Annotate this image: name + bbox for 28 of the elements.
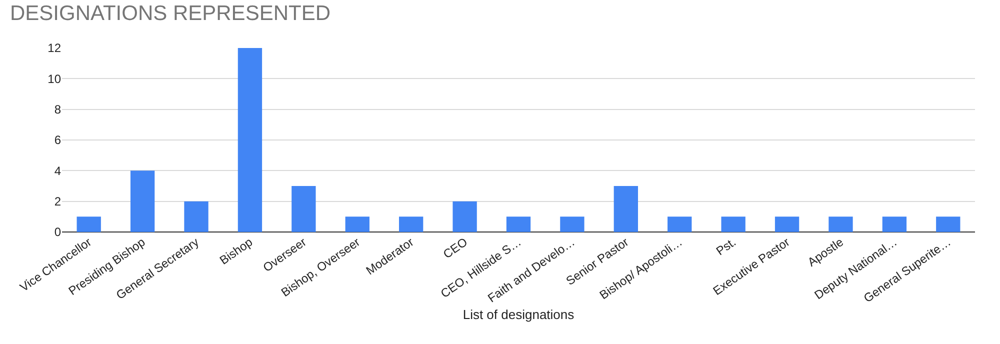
bar bbox=[936, 216, 960, 232]
bar bbox=[668, 216, 692, 232]
bar bbox=[882, 216, 907, 232]
y-tick-label: 12 bbox=[48, 41, 62, 56]
bar bbox=[76, 216, 101, 232]
x-tick-label: Pst. bbox=[714, 234, 738, 258]
bar bbox=[828, 216, 853, 232]
bar bbox=[184, 201, 208, 232]
x-tick-label: CEO bbox=[440, 234, 470, 262]
y-tick-label: 4 bbox=[54, 164, 62, 178]
y-tick-label: 10 bbox=[48, 72, 62, 86]
bar bbox=[560, 216, 584, 232]
bar bbox=[614, 186, 638, 232]
bar bbox=[774, 216, 800, 232]
chart-title: DESIGNATIONS REPRESENTED bbox=[10, 2, 330, 25]
bar bbox=[292, 186, 316, 232]
bar bbox=[506, 216, 531, 232]
y-tick-label: 6 bbox=[54, 133, 62, 148]
bar bbox=[238, 48, 262, 232]
bar bbox=[399, 216, 424, 232]
y-tick-label: 0 bbox=[54, 225, 62, 240]
bar bbox=[721, 216, 746, 232]
y-tick-label: 2 bbox=[54, 194, 62, 209]
bar bbox=[345, 216, 370, 232]
x-axis-title: List of designations bbox=[462, 306, 575, 322]
bar bbox=[452, 201, 477, 232]
y-tick-label: 8 bbox=[54, 102, 62, 117]
bar bbox=[130, 170, 155, 232]
